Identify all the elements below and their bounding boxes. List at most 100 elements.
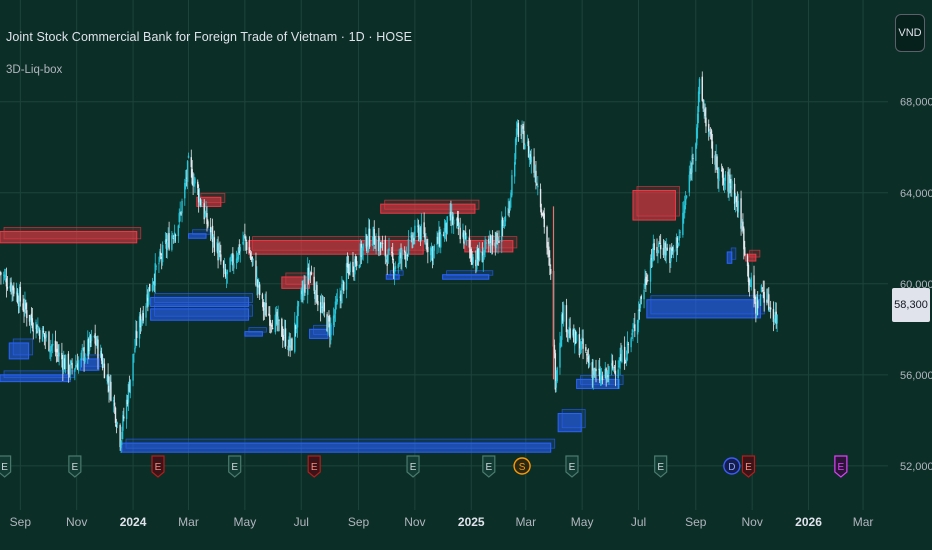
- candle-body: [187, 155, 190, 158]
- split-event-marker-7[interactable]: [513, 457, 531, 475]
- candle-body: [470, 249, 472, 259]
- candle-body: [543, 213, 545, 228]
- earnings-event-marker-8[interactable]: [565, 455, 579, 478]
- candle-body: [294, 324, 297, 329]
- candle-body: [405, 252, 408, 260]
- x-axis: Sep Nov 2024 Mar May Jul Sep Nov 2025 Mar May Jul Se…: [10, 515, 874, 529]
- candle-body: [107, 374, 109, 383]
- candle-body: [539, 188, 542, 208]
- candle-body: [526, 142, 529, 144]
- candle-body: [705, 117, 707, 127]
- candle-body: [109, 380, 111, 390]
- candle-body: [465, 236, 468, 238]
- earnings-event-marker-3[interactable]: [228, 455, 242, 478]
- candle-body: [127, 383, 130, 403]
- candle-body: [565, 305, 568, 333]
- candle-body: [652, 243, 654, 260]
- event-letter-4: E: [311, 462, 318, 473]
- demand-zone-depth-11: [561, 409, 586, 429]
- candle-body: [281, 318, 283, 337]
- candle-body: [301, 290, 303, 295]
- candle-body: [633, 325, 635, 328]
- earnings-event-marker-6[interactable]: [482, 455, 496, 478]
- candle-body: [672, 249, 675, 253]
- earnings-event-marker-12[interactable]: [834, 455, 848, 478]
- indicator-name[interactable]: 3D-Liq-box: [6, 64, 63, 76]
- candle-body: [766, 299, 768, 303]
- earnings-event-marker-4[interactable]: [307, 455, 321, 478]
- candle-body: [354, 259, 356, 275]
- candle-body: [666, 247, 668, 251]
- candle-body: [319, 302, 322, 313]
- candle-body: [381, 242, 384, 244]
- candle-body: [698, 78, 701, 95]
- candle-body: [776, 314, 778, 324]
- earnings-event-marker-9[interactable]: [654, 455, 668, 478]
- candle-body: [186, 161, 189, 182]
- candle-body: [323, 302, 326, 312]
- earnings-event-marker-0[interactable]: [0, 455, 12, 478]
- candle-body: [762, 289, 764, 291]
- candle-body: [423, 222, 425, 235]
- candle-body: [676, 237, 679, 249]
- earnings-event-marker-11[interactable]: [741, 455, 756, 478]
- candle-body: [154, 263, 156, 286]
- earnings-event-marker-2[interactable]: [151, 455, 165, 478]
- candle-body: [94, 333, 96, 344]
- candle-body: [517, 122, 520, 137]
- candle-body: [282, 337, 285, 339]
- candle-body: [17, 303, 20, 307]
- candle-body: [656, 246, 658, 253]
- candle-body: [367, 246, 369, 253]
- candle-body: [662, 247, 665, 256]
- candle-body: [135, 330, 137, 346]
- candle-body: [436, 236, 438, 246]
- candle-body: [548, 246, 550, 257]
- y-tick-label-3: 64,000: [900, 188, 932, 200]
- candle-body: [61, 352, 63, 360]
- candle-body: [737, 200, 740, 213]
- candle-body: [453, 219, 455, 225]
- candle-body: [258, 282, 260, 286]
- candle-body: [326, 314, 328, 332]
- candle-body: [528, 153, 531, 160]
- candle-body: [397, 264, 399, 269]
- x-tick-label-1: Nov: [66, 515, 87, 529]
- candle-body: [449, 212, 451, 217]
- earnings-event-marker-1[interactable]: [68, 455, 82, 478]
- candle-body: [134, 347, 136, 353]
- candle-body: [229, 258, 231, 273]
- candle-body: [688, 174, 691, 193]
- earnings-event-marker-5[interactable]: [406, 455, 420, 478]
- candle-body: [438, 230, 440, 247]
- candle-body: [504, 215, 507, 222]
- candle-body: [290, 339, 292, 346]
- candle-body: [469, 250, 472, 252]
- candle-body: [697, 91, 700, 113]
- dividend-event-marker-10[interactable]: [723, 457, 741, 475]
- candle-body: [37, 327, 39, 332]
- candle-body: [358, 264, 361, 268]
- candle-body: [529, 154, 532, 160]
- candle-body: [353, 269, 355, 272]
- demand-zone-depth-13: [650, 295, 765, 315]
- candlesticks: [0, 71, 778, 453]
- candle-body: [167, 235, 169, 241]
- candle-body: [62, 360, 64, 370]
- candle-body: [147, 297, 149, 302]
- candle-body: [611, 360, 614, 369]
- candle-body: [572, 329, 574, 336]
- event-letter-8: E: [569, 462, 576, 473]
- currency-button[interactable]: VND: [895, 14, 925, 52]
- candle-body: [720, 170, 723, 172]
- candle-body: [22, 303, 24, 311]
- candle-body: [649, 260, 652, 282]
- candle-body: [232, 253, 234, 266]
- candle-body: [307, 267, 309, 295]
- candle-body: [235, 258, 238, 263]
- candle-body: [348, 266, 350, 275]
- candle-body: [180, 212, 182, 215]
- candle-body: [153, 281, 156, 285]
